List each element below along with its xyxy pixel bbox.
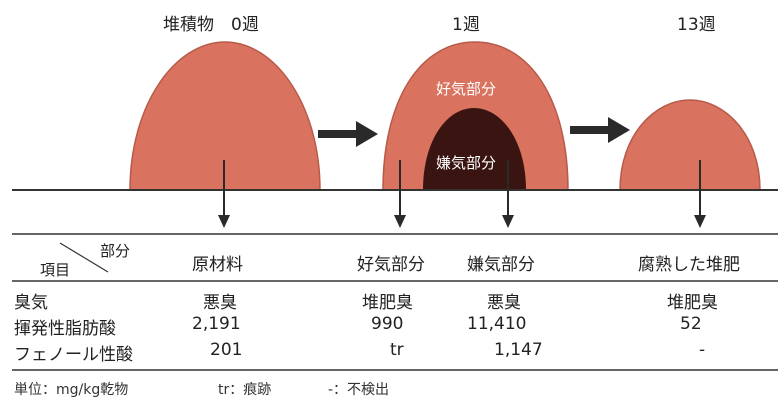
corner-diagonal — [59, 242, 109, 273]
col-header-aerobic: 好気部分 — [357, 255, 425, 275]
footnote-trace: tr：痕跡 — [218, 382, 272, 398]
cell-vfa-raw: 2,191 — [192, 314, 241, 334]
footnote-not-detected: -：不検出 — [328, 382, 390, 398]
corner-label-item: 項目 — [40, 261, 71, 279]
cell-vfa-mature: 52 — [680, 314, 702, 334]
cell-phenolic-aerobic: tr — [390, 340, 404, 360]
col-header-raw: 原材料 — [192, 255, 243, 275]
col-header-mature: 腐熟した堆肥 — [638, 255, 740, 275]
row-label-phenolic: フェノール性酸 — [14, 345, 133, 365]
row-label-vfa: 揮発性脂肪酸 — [14, 319, 116, 339]
mound-week13 — [619, 99, 761, 191]
cell-odor-raw: 悪臭 — [203, 293, 237, 313]
down-arrow-raw — [218, 160, 230, 228]
down-arrow-anaerobic — [502, 160, 514, 228]
arrow-week1-to-week13 — [570, 117, 630, 143]
footnote-unit: 単位：mg/kg乾物 — [14, 382, 129, 398]
cell-phenolic-mature: - — [699, 340, 706, 360]
stage-label-week0: 堆積物 0週 — [163, 15, 259, 35]
down-arrow-aerobic — [394, 160, 406, 228]
cell-vfa-anaerobic: 11,410 — [467, 314, 527, 334]
cell-phenolic-raw: 201 — [210, 340, 243, 360]
anaerobic-core — [423, 108, 526, 190]
aerobic-label: 好気部分 — [436, 80, 497, 98]
cell-odor-anaerobic: 悪臭 — [487, 293, 521, 313]
cell-phenolic-anaerobic: 1,147 — [494, 340, 543, 360]
cell-vfa-aerobic: 990 — [371, 314, 404, 334]
corner-label-part: 部分 — [100, 242, 131, 260]
anaerobic-label: 嫌気部分 — [436, 154, 497, 172]
down-arrow-mature — [694, 160, 706, 228]
arrow-week0-to-week1 — [318, 121, 378, 147]
cell-odor-mature: 堆肥臭 — [667, 293, 718, 313]
mound-week0 — [129, 41, 321, 191]
cell-odor-aerobic: 堆肥臭 — [362, 293, 413, 313]
row-label-odor: 臭気 — [14, 293, 48, 313]
stage-label-week13: 13週 — [677, 15, 716, 35]
stage-label-week1: 1週 — [452, 15, 480, 35]
col-header-anaerobic: 嫌気部分 — [467, 255, 535, 275]
